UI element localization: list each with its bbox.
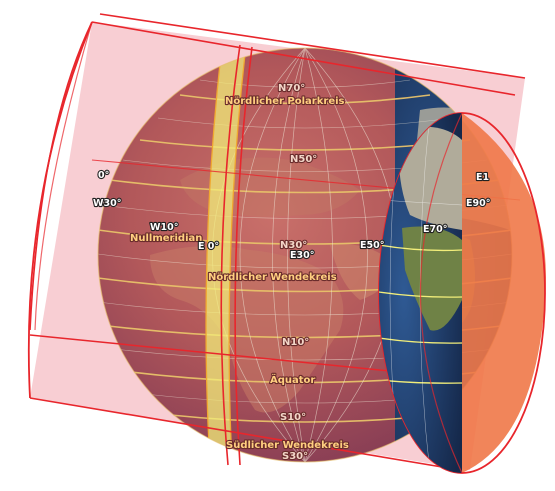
label-w30: W30° [93, 198, 121, 209]
label-n50: N50° [290, 154, 317, 165]
label-e90: E90° [466, 198, 490, 209]
label-tropic-of-cancer: Nördlicher Wendekreis [208, 272, 337, 283]
label-tropic-of-capricorn: Südlicher Wendekreis [226, 440, 349, 451]
label-n10: N10° [282, 337, 309, 348]
label-e70: E70° [423, 224, 447, 235]
label-e50: E50° [360, 240, 384, 251]
cylinder-end-cap [378, 112, 546, 474]
label-s30: S30° [282, 451, 308, 462]
label-w50-partial: 0° [98, 170, 109, 181]
label-arctic-circle: Nördlicher Polarkreis [225, 96, 345, 107]
label-e110: E1 [476, 172, 489, 183]
label-e0: E 0° [198, 241, 219, 252]
label-e30: E30° [290, 250, 314, 261]
label-prime-meridian: Nullmeridian [130, 233, 202, 244]
label-equator: Äquator [270, 372, 315, 386]
label-w10: W10° [150, 222, 178, 233]
label-s10: S10° [280, 412, 306, 423]
label-n70: N70° [278, 83, 305, 94]
label-n30: N30° [280, 240, 307, 251]
